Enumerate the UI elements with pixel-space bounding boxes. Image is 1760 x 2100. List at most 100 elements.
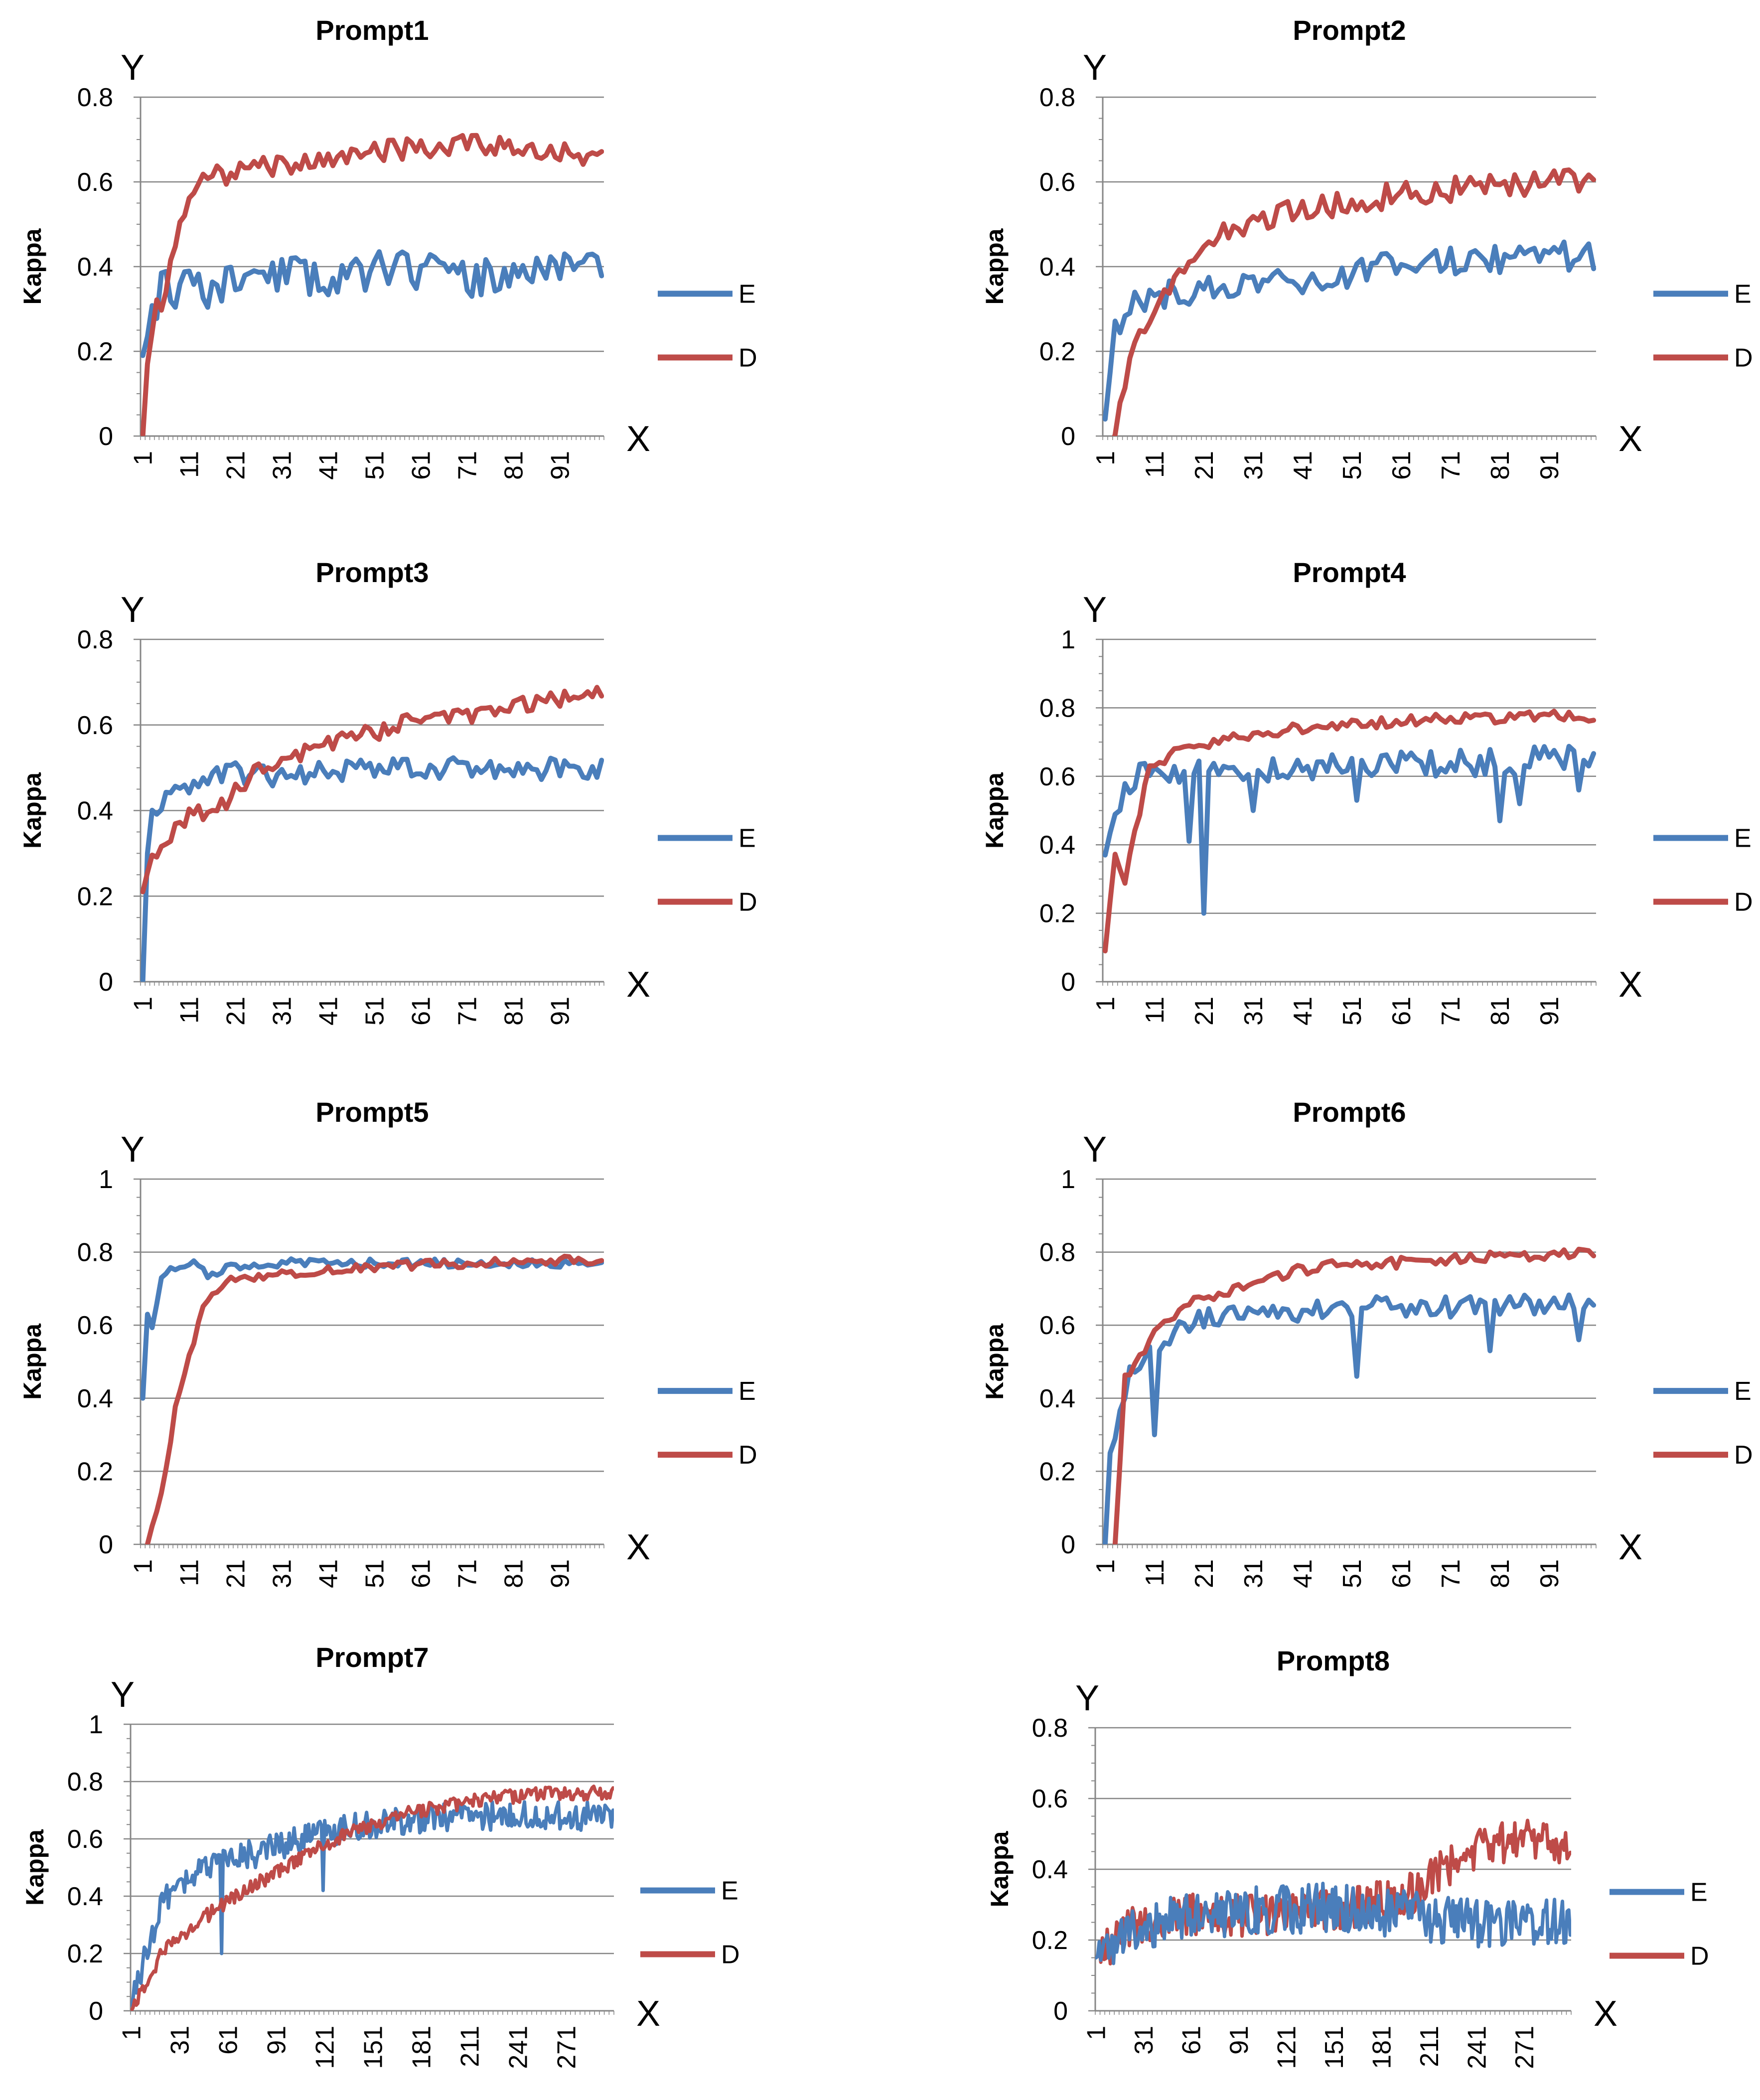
x-tick-label: 11 <box>1141 1559 1170 1586</box>
series-line-d <box>145 1253 604 1544</box>
y-tick-label: 0.8 <box>1039 83 1075 112</box>
legend-label-e: E <box>1734 824 1752 853</box>
y-axis-letter: Y <box>121 1130 145 1170</box>
x-tick-label: 1 <box>129 997 158 1011</box>
y-tick-label: 0.6 <box>1039 762 1075 791</box>
x-tick-label: 71 <box>1437 451 1466 480</box>
x-tick-label: 71 <box>453 451 482 480</box>
series-line-e <box>1103 744 1596 916</box>
x-tick-label: 41 <box>1289 451 1318 480</box>
y-tick-label: 0.6 <box>77 711 113 740</box>
x-tick-label: 181 <box>408 2026 437 2069</box>
legend-label-d: D <box>1734 888 1753 916</box>
y-axis-letter: Y <box>111 1675 135 1715</box>
y-tick-label: 0 <box>1061 1530 1075 1559</box>
x-tick-label: 11 <box>175 451 204 478</box>
y-tick-label: 0.8 <box>77 1238 113 1267</box>
series-line-e <box>131 1800 614 2007</box>
x-tick-label: 81 <box>1486 997 1515 1026</box>
series-line-d <box>1112 1246 1596 1544</box>
y-tick-label: 0.2 <box>1039 337 1075 366</box>
x-tick-label: 1 <box>1091 997 1120 1011</box>
x-axis-letter: X <box>626 965 650 1005</box>
x-tick-label: 91 <box>1535 1559 1564 1588</box>
x-tick-label: 71 <box>453 997 482 1026</box>
x-tick-label: 41 <box>1289 1559 1318 1588</box>
x-tick-label: 1 <box>1091 451 1120 465</box>
x-tick-label: 91 <box>1535 997 1564 1026</box>
x-tick-label: 11 <box>1141 451 1170 478</box>
x-tick-label: 71 <box>1437 997 1466 1026</box>
x-tick-label: 21 <box>222 1559 251 1588</box>
x-tick-label: 211 <box>1415 2026 1444 2067</box>
y-axis-label: Kappa <box>981 1323 1009 1400</box>
y-axis-label: Kappa <box>21 1829 49 1906</box>
chart-title: Prompt5 <box>315 1096 429 1128</box>
x-tick-label: 61 <box>214 2026 243 2055</box>
x-tick-label: 81 <box>1486 451 1515 480</box>
x-tick-label: 91 <box>546 1559 575 1588</box>
chart-title: Prompt4 <box>1293 557 1406 588</box>
x-tick-label: 121 <box>1273 2026 1302 2069</box>
y-tick-label: 1 <box>1061 625 1075 654</box>
y-tick-label: 1 <box>89 1710 103 1739</box>
x-tick-label: 61 <box>1177 2026 1206 2055</box>
x-tick-label: 41 <box>314 1559 343 1588</box>
x-tick-label: 31 <box>268 451 297 480</box>
y-tick-label: 0.2 <box>67 1940 103 1968</box>
x-tick-label: 61 <box>1387 451 1416 480</box>
y-tick-label: 0.4 <box>1032 1855 1068 1884</box>
x-tick-label: 31 <box>1239 451 1268 480</box>
series-line-d <box>1112 167 1596 436</box>
y-tick-label: 0.4 <box>1039 831 1075 860</box>
x-tick-label: 51 <box>1338 451 1367 480</box>
y-tick-label: 0.4 <box>77 797 113 826</box>
x-tick-label: 91 <box>263 2026 292 2055</box>
y-tick-label: 0 <box>1061 968 1075 997</box>
y-tick-label: 0 <box>99 968 113 997</box>
y-tick-label: 0.2 <box>77 882 113 911</box>
legend-label-d: D <box>738 343 757 372</box>
series-line-d <box>141 685 604 895</box>
legend-label-e: E <box>721 1877 738 1906</box>
legend-label-d: D <box>1690 1942 1709 1970</box>
series-line-e <box>1095 1881 1571 1965</box>
x-tick-label: 61 <box>1387 997 1416 1026</box>
y-tick-label: 0.4 <box>77 1384 113 1413</box>
x-tick-label: 61 <box>407 451 436 480</box>
y-axis-letter: Y <box>121 590 145 630</box>
x-axis-letter: X <box>1594 1994 1617 2034</box>
chart-title: Prompt7 <box>315 1642 429 1673</box>
x-tick-label: 21 <box>1190 997 1219 1026</box>
legend-label-e: E <box>1690 1878 1708 1907</box>
legend-label-e: E <box>738 824 756 853</box>
x-tick-label: 51 <box>361 997 390 1026</box>
x-tick-label: 91 <box>546 451 575 480</box>
x-tick-label: 31 <box>268 997 297 1026</box>
x-tick-label: 1 <box>1091 1559 1120 1574</box>
y-tick-label: 0.4 <box>67 1882 103 1911</box>
x-tick-label: 211 <box>456 2026 485 2067</box>
x-tick-label: 31 <box>1239 997 1268 1026</box>
legend-label-d: D <box>721 1941 740 1969</box>
x-axis-letter: X <box>1618 965 1642 1005</box>
legend-label-d: D <box>1734 1441 1753 1470</box>
x-tick-label: 21 <box>222 997 251 1026</box>
x-tick-label: 11 <box>175 1559 204 1586</box>
y-tick-label: 0.6 <box>1039 168 1075 197</box>
x-tick-label: 181 <box>1368 2026 1397 2069</box>
series-line-e <box>141 1256 604 1401</box>
x-tick-label: 51 <box>361 451 390 480</box>
y-tick-label: 0.4 <box>1039 253 1075 282</box>
y-tick-label: 0.6 <box>1039 1311 1075 1340</box>
y-tick-label: 0.6 <box>1032 1785 1068 1813</box>
y-tick-label: 0.8 <box>77 625 113 654</box>
chart-prompt8: Prompt8 0 0.2 0.4 0.6 0.8 1 31 61 91 121 151 181 211 2… <box>986 1645 1709 2069</box>
series-line-e <box>1103 1292 1596 1544</box>
y-tick-label: 0 <box>99 1530 113 1559</box>
y-tick-label: 0.8 <box>1039 1238 1075 1267</box>
